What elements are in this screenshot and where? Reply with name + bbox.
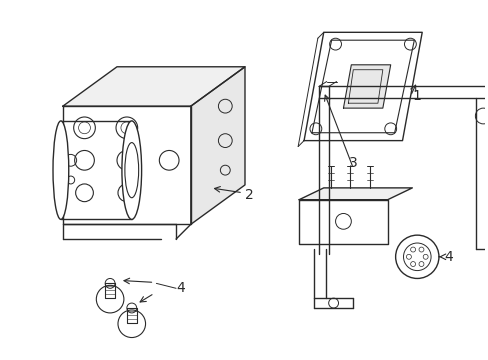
Polygon shape	[105, 283, 115, 298]
Text: 3: 3	[348, 156, 357, 170]
Polygon shape	[304, 32, 421, 141]
Polygon shape	[63, 106, 190, 224]
Circle shape	[118, 310, 145, 338]
Polygon shape	[63, 67, 244, 106]
Ellipse shape	[124, 143, 139, 198]
Text: 4: 4	[176, 281, 184, 295]
Polygon shape	[190, 67, 244, 224]
Ellipse shape	[122, 121, 142, 219]
Text: 2: 2	[244, 188, 253, 202]
Polygon shape	[343, 65, 390, 108]
Text: 1: 1	[411, 89, 420, 103]
Polygon shape	[299, 188, 411, 200]
Polygon shape	[126, 308, 137, 323]
Polygon shape	[299, 200, 387, 244]
Text: 4: 4	[443, 250, 452, 264]
Ellipse shape	[53, 121, 69, 219]
Circle shape	[96, 285, 123, 313]
